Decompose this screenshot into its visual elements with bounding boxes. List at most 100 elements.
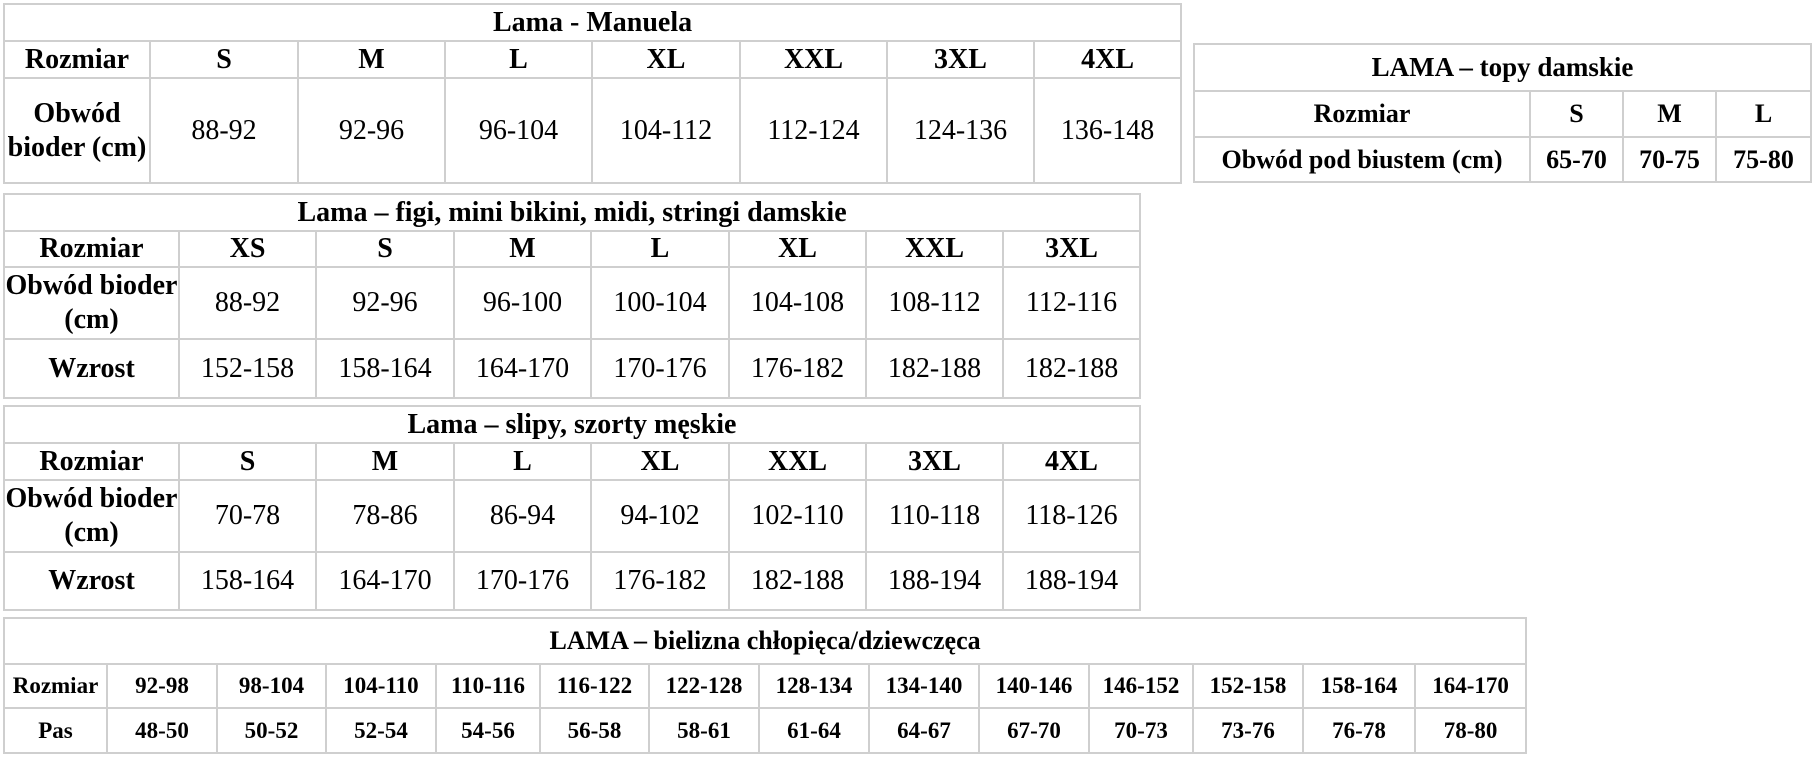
table-cell: 182-188 <box>1001 338 1142 399</box>
size-header-cell: 3XL <box>865 442 1004 481</box>
size-header-cell: 158-164 <box>1302 663 1416 709</box>
size-header-cell: 4XL <box>1032 40 1183 79</box>
row-label: Pas <box>3 707 108 754</box>
table-cell: 70-75 <box>1622 136 1717 183</box>
row-label: Rozmiar <box>1193 90 1531 138</box>
table-cell: 78-86 <box>315 479 455 553</box>
table-cell: 52-54 <box>325 707 437 754</box>
table-cell: 92-96 <box>315 266 455 340</box>
table-row: Wzrost 152-158 158-164 164-170 170-176 176-18… <box>3 338 1142 399</box>
table-cell: 50-52 <box>216 707 327 754</box>
size-header-cell: S <box>1529 90 1624 138</box>
size-header-cell: 98-104 <box>216 663 327 709</box>
table-cell: 48-50 <box>106 707 218 754</box>
table-cell: 182-188 <box>728 551 867 611</box>
table-row: Pas 48-50 50-52 52-54 54-56 56-58 58-61 61-64 64… <box>3 707 1528 754</box>
size-header-cell: XS <box>178 230 317 268</box>
table-cell: 54-56 <box>435 707 541 754</box>
table-cell: 164-170 <box>315 551 455 611</box>
table-cell: 70-73 <box>1088 707 1194 754</box>
size-header-cell: S <box>315 230 455 268</box>
table-cell: 188-194 <box>1002 551 1141 611</box>
size-header-cell: XL <box>591 40 741 79</box>
size-header-cell: XXL <box>728 442 867 481</box>
size-header-row: Rozmiar XS S M L XL XXL 3XL <box>3 230 1142 268</box>
size-header-cell: 164-170 <box>1413 663 1528 709</box>
size-header-cell: 3XL <box>1001 230 1142 268</box>
size-header-cell: 116-122 <box>539 663 650 709</box>
table-cell: 176-182 <box>728 338 867 399</box>
table-cell: 67-70 <box>978 707 1090 754</box>
table-cell: 65-70 <box>1529 136 1624 183</box>
kids-size-table: LAMA – bielizna chłopięca/dziewczęca Rozm… <box>2 617 1528 754</box>
table-cell: 75-80 <box>1714 136 1813 183</box>
row-label: Rozmiar <box>3 40 151 79</box>
table-cell: 118-126 <box>1002 479 1141 553</box>
size-header-row: Rozmiar S M L XL XXL 3XL 4XL <box>3 40 1183 79</box>
table-row: Obwód bioder (cm) 70-78 78-86 86-94 94-102 10… <box>3 479 1141 553</box>
size-header-cell: 3XL <box>886 40 1035 79</box>
size-header-cell: M <box>453 230 592 268</box>
table-cell: 136-148 <box>1032 77 1183 184</box>
table-title: LAMA – bielizna chłopięca/dziewczęca <box>2 617 1528 665</box>
size-header-cell: L <box>1714 90 1813 138</box>
table-cell: 104-108 <box>728 266 867 340</box>
table-cell: 170-176 <box>590 338 730 399</box>
table-cell: 112-124 <box>739 77 888 184</box>
table-cell: 96-104 <box>444 77 593 184</box>
table-cell: 158-164 <box>178 551 317 611</box>
size-header-cell: M <box>297 40 446 79</box>
figi-size-table: Lama – figi, mini bikini, midi, stringi … <box>2 193 1142 399</box>
row-label: Obwód bioder (cm) <box>3 479 180 553</box>
size-header-cell: XXL <box>739 40 888 79</box>
size-header-cell: 122-128 <box>648 663 760 709</box>
table-cell: 78-80 <box>1413 707 1528 754</box>
table-cell: 102-110 <box>728 479 867 553</box>
row-label: Wzrost <box>3 338 180 399</box>
table-title: Lama – slipy, szorty męskie <box>3 405 1141 444</box>
row-label: Wzrost <box>3 551 180 611</box>
table-cell: 76-78 <box>1302 707 1416 754</box>
table-cell: 70-78 <box>178 479 317 553</box>
size-header-cell: XL <box>728 230 867 268</box>
table-cell: 112-116 <box>1001 266 1142 340</box>
size-header-cell: 152-158 <box>1192 663 1304 709</box>
size-header-cell: L <box>453 442 592 481</box>
table-cell: 100-104 <box>590 266 730 340</box>
row-label: Rozmiar <box>3 442 180 481</box>
table-cell: 182-188 <box>865 338 1004 399</box>
row-label: Rozmiar <box>3 663 108 709</box>
table-cell: 64-67 <box>868 707 980 754</box>
table-row: Wzrost 158-164 164-170 170-176 176-182 182-18… <box>3 551 1141 611</box>
table-cell: 188-194 <box>865 551 1004 611</box>
table-cell: 92-96 <box>297 77 446 184</box>
manuela-size-table: Lama - Manuela Rozmiar S M L XL XXL 3XL 4XL Obwód… <box>2 3 1183 184</box>
table-cell: 170-176 <box>453 551 592 611</box>
size-header-cell: M <box>315 442 455 481</box>
table-cell: 108-112 <box>865 266 1004 340</box>
size-header-cell: L <box>590 230 730 268</box>
table-row: Obwód bioder (cm) 88-92 92-96 96-100 100-104… <box>3 266 1142 340</box>
table-cell: 104-112 <box>591 77 741 184</box>
table-cell: 152-158 <box>178 338 317 399</box>
row-label: Obwód bioder (cm) <box>3 266 180 340</box>
table-cell: 110-118 <box>865 479 1004 553</box>
table-row: Obwód pod biustem (cm) 65-70 70-75 75-80 <box>1193 136 1813 183</box>
topy-size-table: LAMA – topy damskie Rozmiar S M L Obwód pod b… <box>1192 43 1813 183</box>
size-header-cell: 128-134 <box>758 663 870 709</box>
size-header-cell: L <box>444 40 593 79</box>
row-label: Obwód pod biustem (cm) <box>1193 136 1531 183</box>
size-header-cell: S <box>178 442 317 481</box>
size-header-cell: S <box>149 40 299 79</box>
size-header-cell: 110-116 <box>435 663 541 709</box>
table-cell: 88-92 <box>178 266 317 340</box>
size-header-cell: 92-98 <box>106 663 218 709</box>
table-cell: 96-100 <box>453 266 592 340</box>
table-cell: 88-92 <box>149 77 299 184</box>
size-header-row: Rozmiar S M L <box>1193 90 1813 138</box>
row-label: Obwód bioder (cm) <box>3 77 151 184</box>
size-header-cell: 140-146 <box>978 663 1090 709</box>
table-cell: 86-94 <box>453 479 592 553</box>
size-header-row: Rozmiar S M L XL XXL 3XL 4XL <box>3 442 1141 481</box>
table-cell: 61-64 <box>758 707 870 754</box>
